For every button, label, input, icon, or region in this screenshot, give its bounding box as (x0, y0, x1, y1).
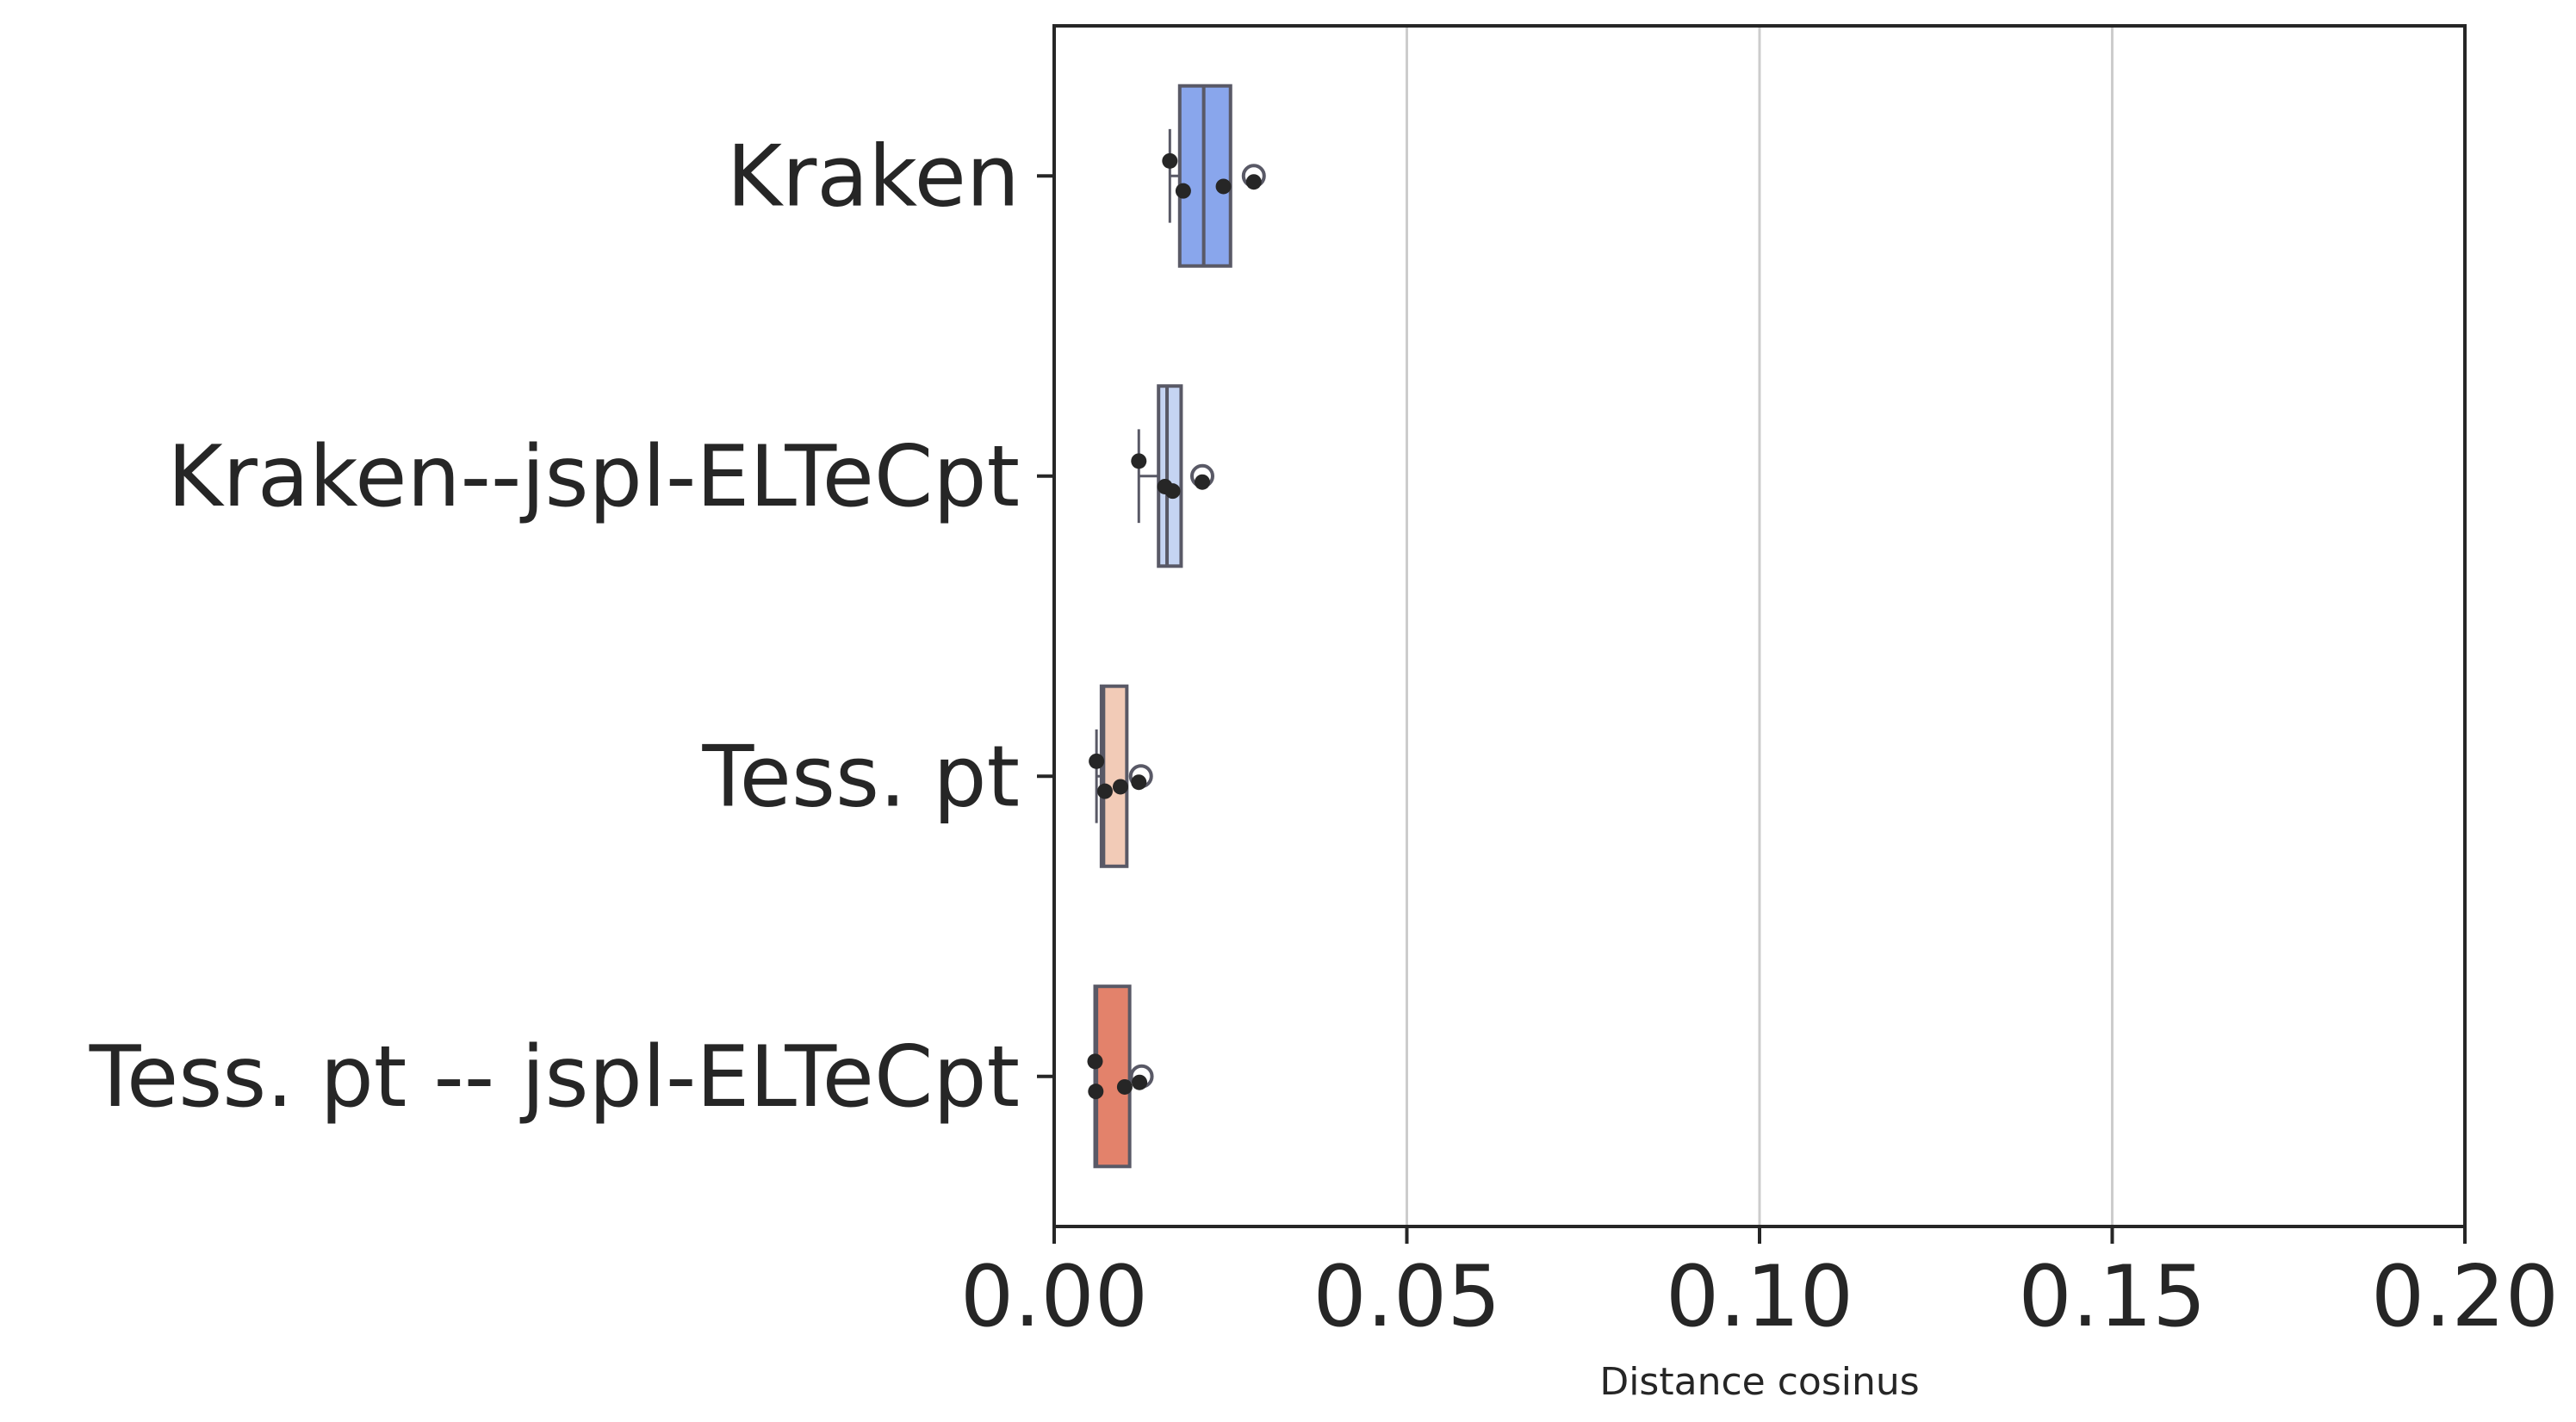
strip-point (1112, 779, 1128, 795)
box (1157, 384, 1183, 568)
axis-ticks: 0.00 0.05 0.10 0.15 0.20 Kraken Kraken--jspl-E… (89, 127, 2559, 1346)
strip-point (1087, 1053, 1103, 1070)
strip-point (1132, 1074, 1148, 1090)
box (1099, 684, 1129, 868)
strip-point (1157, 478, 1173, 494)
strip-point (1089, 753, 1105, 769)
strip-point (1131, 774, 1147, 791)
strip-point (1215, 178, 1232, 195)
y-tick-label: Kraken (727, 127, 1020, 226)
x-tick-label: 0.10 (1666, 1248, 1853, 1346)
strip-point (1194, 474, 1210, 490)
y-tick-label: Tess. pt -- jspl-ELTeCpt (89, 1028, 1020, 1127)
strip-points (1087, 152, 1262, 1100)
y-tick-label: Kraken--jspl-ELTeCpt (167, 428, 1020, 526)
grid-lines (1406, 26, 2114, 1226)
x-tick-label: 0.15 (2018, 1248, 2206, 1346)
strip-point (1096, 783, 1113, 799)
box (1093, 984, 1132, 1169)
strip-point (1162, 152, 1178, 169)
boxes (1093, 84, 1266, 1169)
strip-point (1131, 453, 1147, 469)
y-tick-label: Tess. pt (701, 728, 1020, 826)
x-tick-label: 0.20 (2371, 1248, 2559, 1346)
strip-point (1088, 1084, 1104, 1100)
x-tick-label: 0.00 (960, 1248, 1148, 1346)
x-tick-label: 0.05 (1313, 1248, 1500, 1346)
strip-point (1175, 183, 1191, 199)
strip-point (1245, 174, 1262, 190)
strip-point (1116, 1078, 1133, 1095)
x-axis-title: Distance cosinus (1599, 1360, 1919, 1404)
